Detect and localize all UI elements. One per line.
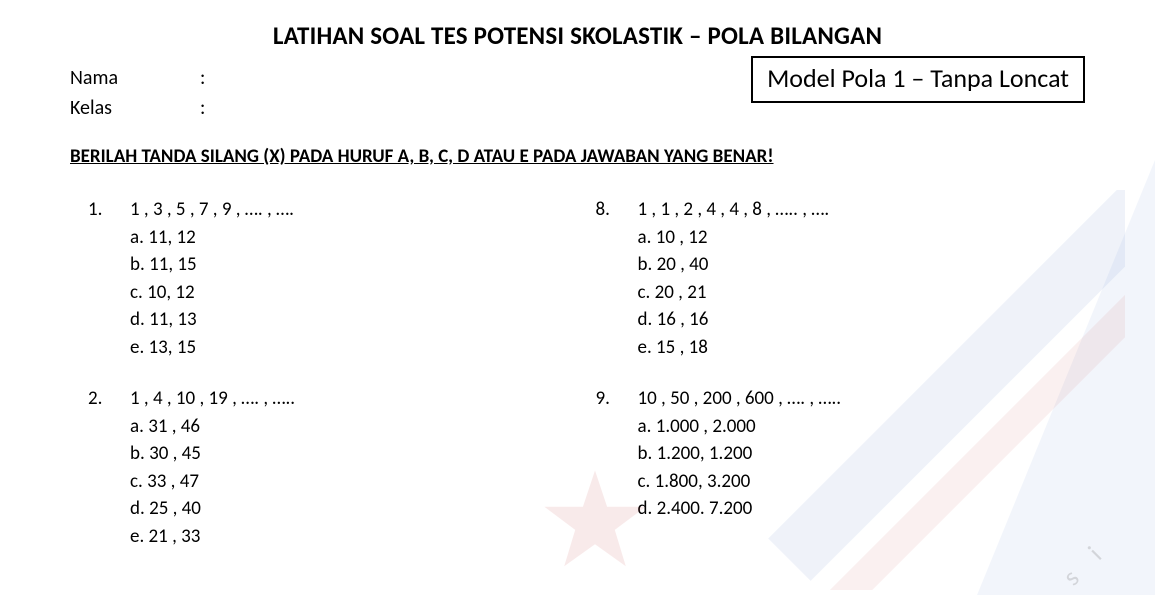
question-number: 9. <box>578 385 638 523</box>
option-e: e. 15 , 18 <box>638 334 1086 362</box>
question-stem: 1 , 4 , 10 , 19 , …. , ….. <box>130 385 578 413</box>
nama-label: Nama <box>70 63 200 93</box>
question-number: 8. <box>578 196 638 361</box>
option-d: d. 25 , 40 <box>130 495 578 523</box>
option-b: b. 20 , 40 <box>638 251 1086 279</box>
nama-colon: : <box>200 63 220 93</box>
option-d: d. 16 , 16 <box>638 306 1086 334</box>
question-8: 8. 1 , 1 , 2 , 4 , 4 , 8 , ….. , …. a. 1… <box>578 196 1086 361</box>
option-c: c. 33 , 47 <box>130 468 578 496</box>
option-c: c. 10, 12 <box>130 279 578 307</box>
question-2: 2. 1 , 4 , 10 , 19 , …. , ….. a. 31 , 46… <box>70 385 578 550</box>
question-body: 10 , 50 , 200 , 600 , …. , ….. a. 1.000 … <box>638 385 1086 523</box>
option-b: b. 11, 15 <box>130 251 578 279</box>
question-body: 1 , 1 , 2 , 4 , 4 , 8 , ….. , …. a. 10 ,… <box>638 196 1086 361</box>
question-body: 1 , 3 , 5 , 7 , 9 , …. , …. a. 11, 12 b.… <box>130 196 578 361</box>
option-a: a. 1.000 , 2.000 <box>638 413 1086 441</box>
model-box: Model Pola 1 – Tanpa Loncat <box>751 56 1085 103</box>
option-c: c. 1.800, 3.200 <box>638 468 1086 496</box>
option-a: a. 10 , 12 <box>638 224 1086 252</box>
kelas-label: Kelas <box>70 93 200 123</box>
right-column: 8. 1 , 1 , 2 , 4 , 4 , 8 , ….. , …. a. 1… <box>578 196 1086 575</box>
question-body: 1 , 4 , 10 , 19 , …. , ….. a. 31 , 46 b.… <box>130 385 578 550</box>
question-number: 1. <box>70 196 130 361</box>
option-b: b. 30 , 45 <box>130 440 578 468</box>
option-e: e. 13, 15 <box>130 334 578 362</box>
worksheet-page: P r e s t a s i LATIHAN SOAL TES POTENSI… <box>0 0 1155 595</box>
option-b: b. 1.200, 1.200 <box>638 440 1086 468</box>
instruction-text: BERILAH TANDA SILANG (X) PADA HURUF A, B… <box>70 145 1085 168</box>
option-a: a. 31 , 46 <box>130 413 578 441</box>
option-a: a. 11, 12 <box>130 224 578 252</box>
page-title: LATIHAN SOAL TES POTENSI SKOLASTIK – POL… <box>70 20 1085 51</box>
question-number: 2. <box>70 385 130 550</box>
question-stem: 1 , 3 , 5 , 7 , 9 , …. , …. <box>130 196 578 224</box>
option-d: d. 2.400. 7.200 <box>638 495 1086 523</box>
question-stem: 1 , 1 , 2 , 4 , 4 , 8 , ….. , …. <box>638 196 1086 224</box>
left-column: 1. 1 , 3 , 5 , 7 , 9 , …. , …. a. 11, 12… <box>70 196 578 575</box>
questions-columns: 1. 1 , 3 , 5 , 7 , 9 , …. , …. a. 11, 12… <box>70 196 1085 575</box>
question-1: 1. 1 , 3 , 5 , 7 , 9 , …. , …. a. 11, 12… <box>70 196 578 361</box>
question-9: 9. 10 , 50 , 200 , 600 , …. , ….. a. 1.0… <box>578 385 1086 523</box>
question-stem: 10 , 50 , 200 , 600 , …. , ….. <box>638 385 1086 413</box>
option-d: d. 11, 13 <box>130 306 578 334</box>
option-e: e. 21 , 33 <box>130 523 578 551</box>
option-c: c. 20 , 21 <box>638 279 1086 307</box>
kelas-colon: : <box>200 93 220 123</box>
